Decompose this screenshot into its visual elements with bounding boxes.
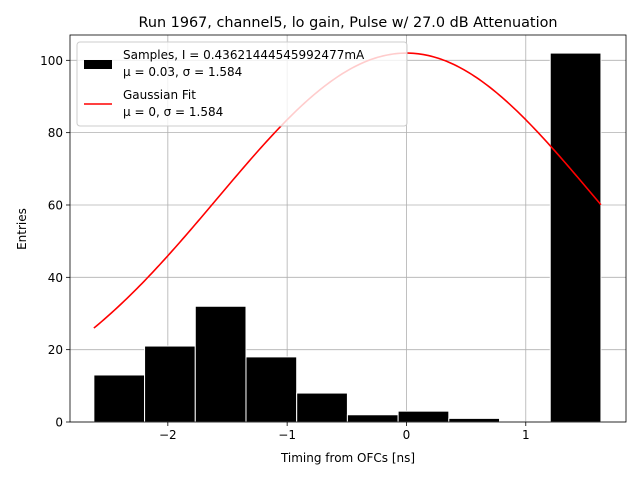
x-tick-label: −2 [159,428,177,442]
y-tick-label: 40 [48,271,63,285]
legend-samples-label: Samples, I = 0.43621444545992477mA [123,48,365,62]
x-tick-label: 1 [522,428,530,442]
legend-fit-stats: μ = 0, σ = 1.584 [123,105,223,119]
chart-title: Run 1967, channel5, lo gain, Pulse w/ 27… [139,15,558,31]
x-axis: −2 −1 0 1 [159,422,530,442]
histogram-bar-10 [549,52,602,423]
histogram-bar-2 [144,345,196,423]
histogram-bar-1 [93,374,146,423]
x-tick-label: −1 [278,428,296,442]
y-tick-label: 80 [48,126,63,140]
y-tick-label: 0 [55,416,63,430]
histogram-bar-5 [296,392,348,423]
legend-box [76,41,408,127]
legend: Samples, I = 0.43621444545992477mA μ = 0… [76,41,408,127]
legend-samples-stats: μ = 0.03, σ = 1.584 [123,65,242,79]
legend-samples-swatch [84,60,112,69]
y-tick-label: 60 [48,198,63,212]
legend-fit-label: Gaussian Fit [123,88,196,102]
histogram-bar-8 [448,417,501,423]
y-tick-label: 20 [48,343,63,357]
plot-frame [69,34,627,423]
y-axis-label: Entries [15,208,29,250]
x-axis-label: Timing from OFCs [ns] [280,451,415,465]
histogram-bar-3 [194,305,247,423]
y-axis: 0 20 40 60 80 100 [40,54,70,430]
y-tick-label: 100 [40,54,63,68]
histogram-bars [93,52,602,423]
histogram-bar-6 [346,414,399,423]
histogram-bar-7 [397,410,450,423]
x-tick-label: 0 [403,428,411,442]
histogram-bar-4 [245,356,298,423]
